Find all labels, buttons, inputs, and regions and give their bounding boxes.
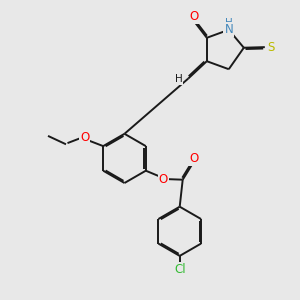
Text: O: O <box>80 131 89 144</box>
Text: O: O <box>189 152 198 165</box>
Text: N: N <box>224 23 233 36</box>
Text: S: S <box>268 40 275 54</box>
Text: O: O <box>190 10 199 23</box>
Text: H: H <box>175 74 182 84</box>
Text: O: O <box>159 172 168 186</box>
Text: Cl: Cl <box>174 263 185 276</box>
Text: H: H <box>225 18 233 28</box>
